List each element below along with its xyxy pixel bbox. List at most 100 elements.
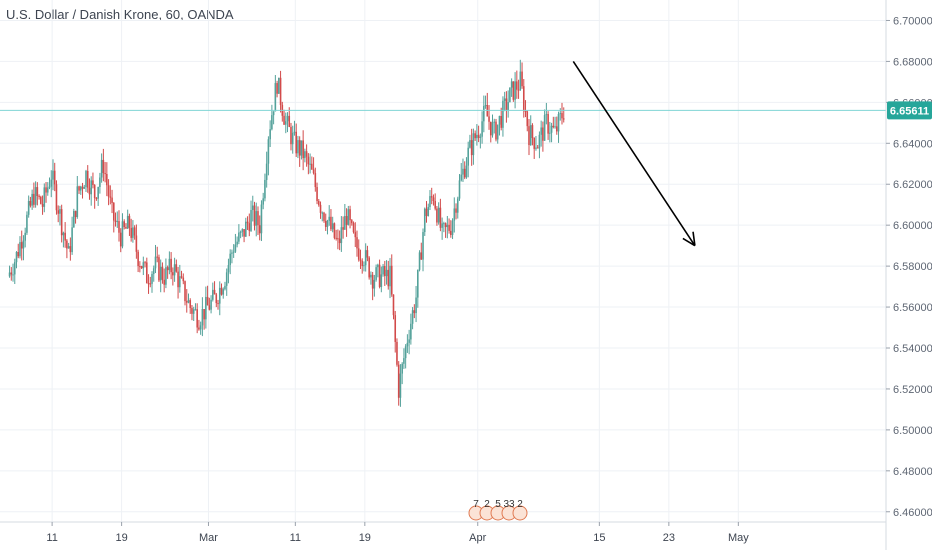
candle-body [97, 187, 99, 199]
candle-body [154, 256, 157, 269]
candle-body [79, 186, 82, 191]
candle-body [139, 266, 141, 268]
y-tick-label: 6.64000 [893, 138, 932, 150]
candle-body [114, 220, 117, 222]
candle-body [505, 98, 508, 111]
candle-body [331, 223, 334, 230]
candle-body [321, 212, 324, 214]
candle-body [481, 121, 483, 137]
candle-body [241, 229, 244, 232]
price-badge-label: 6.65611 [890, 105, 929, 117]
candle-body [15, 252, 18, 263]
candle-body [448, 224, 450, 231]
candle-body [189, 300, 192, 308]
x-axis[interactable]: 11 19 Mar 11 19 Apr 15 23 May [0, 521, 886, 544]
candle-body [76, 186, 79, 218]
candle-body [517, 89, 520, 91]
candle-body [251, 205, 254, 211]
candle-body [166, 267, 169, 271]
candle-body [375, 267, 377, 280]
candle-body [401, 363, 403, 374]
candle-body [476, 134, 478, 139]
trend-arrow[interactable] [572, 60, 696, 247]
candle-body [132, 227, 134, 238]
y-tick-label: 6.50000 [893, 425, 932, 437]
candle-body [243, 229, 245, 237]
candle-body [191, 307, 193, 314]
candle-body [298, 140, 301, 156]
candle-body [521, 71, 523, 87]
candle-body [543, 115, 546, 141]
candle-body [522, 86, 525, 112]
candle-body [239, 231, 242, 233]
candle-body [410, 323, 412, 340]
candle-body [170, 258, 172, 273]
candle-body [229, 253, 231, 266]
candle-body [99, 177, 101, 188]
candle-body [361, 260, 364, 267]
event-count: 7 [473, 499, 479, 510]
candle-body [198, 327, 200, 330]
candle-body [550, 125, 553, 133]
event-count: 2 [484, 499, 490, 510]
candle-body [491, 122, 494, 136]
candle-body [231, 252, 233, 254]
candle-body [323, 212, 325, 221]
candle-body [359, 259, 362, 261]
candle-body [502, 100, 504, 128]
events-icons[interactable]: 7 2 5 33 2 [468, 499, 528, 521]
candle-body [342, 227, 344, 230]
candle-body [384, 266, 386, 277]
candle-body [450, 230, 452, 235]
candle-body [119, 232, 122, 247]
candle-body [418, 252, 421, 270]
candle-body [533, 138, 536, 149]
candle-body [225, 272, 228, 286]
candle-body [477, 134, 480, 138]
candle-body [304, 151, 306, 159]
candle-body [430, 196, 433, 198]
candle-body [503, 98, 506, 101]
candle-body [123, 221, 126, 227]
candle-body [345, 216, 348, 225]
candle-body [158, 257, 160, 281]
candle-body [309, 163, 311, 165]
candle-body [53, 170, 56, 185]
candle-body [48, 186, 51, 188]
candle-body [496, 124, 499, 140]
candle-body [109, 196, 112, 198]
candle-body [187, 300, 190, 303]
candle-body [552, 125, 555, 128]
candle-body [19, 242, 21, 257]
candle-body [495, 121, 497, 140]
candle-body [396, 341, 398, 365]
candle-body [538, 134, 541, 149]
candle-body [135, 235, 138, 252]
candle-body [126, 215, 129, 229]
candle-body [107, 185, 110, 197]
y-tick-label: 6.60000 [893, 220, 932, 232]
candle-body [489, 121, 492, 136]
candle-body [397, 364, 400, 398]
candle-body [349, 209, 351, 221]
candle-body [220, 287, 223, 295]
y-axis[interactable]: 6.700006.680006.660006.640006.620006.600… [885, 0, 932, 550]
candle-body [453, 208, 456, 221]
candle-body [33, 193, 35, 205]
candle-body [128, 215, 131, 228]
candle-body [173, 264, 176, 276]
candle-body [364, 250, 367, 266]
event-icon[interactable] [512, 505, 528, 521]
candle-body [330, 216, 332, 230]
candle-body [462, 168, 464, 175]
candle-body [50, 179, 53, 187]
candle-body [295, 131, 298, 154]
candle-body [460, 174, 463, 181]
candle-body [542, 127, 544, 141]
candle-body [354, 232, 357, 238]
candle-body [255, 211, 258, 226]
candle-body [62, 232, 65, 236]
candle-body [142, 262, 145, 269]
